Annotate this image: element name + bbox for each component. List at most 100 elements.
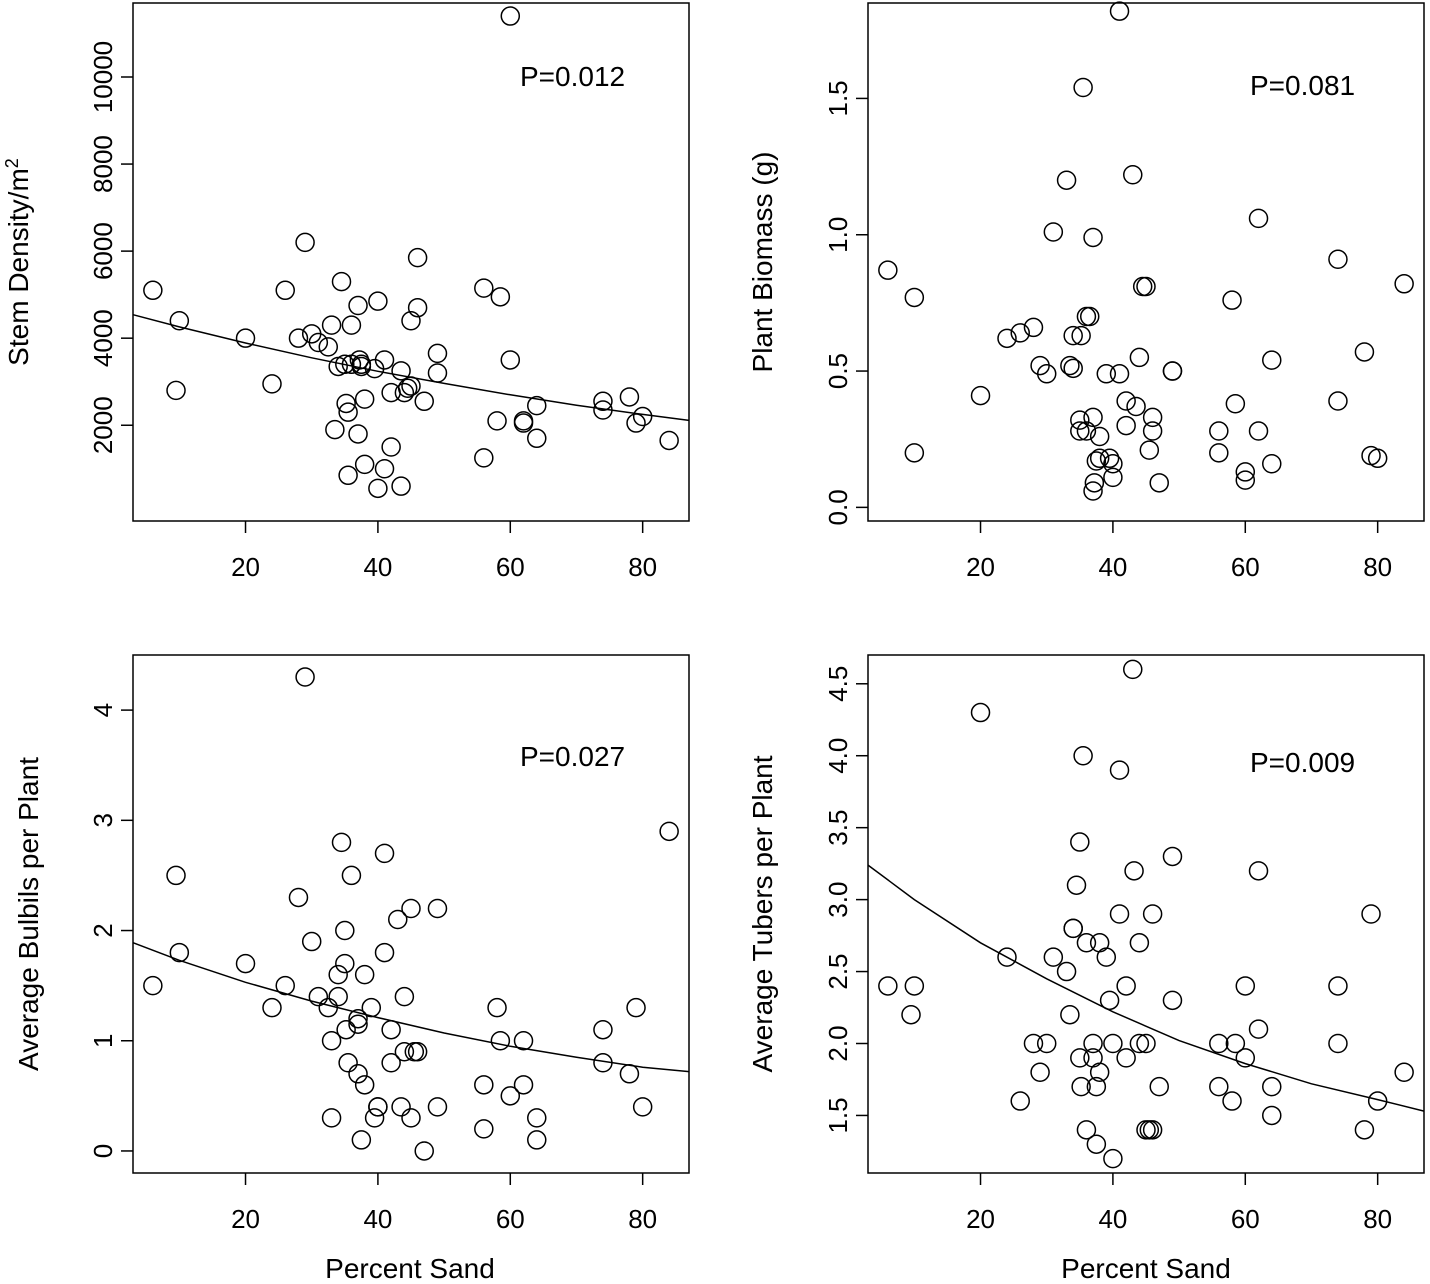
data-point bbox=[1070, 421, 1090, 441]
data-point bbox=[1129, 347, 1150, 368]
panel-stem-density: 20 40 60 80 2000 4000 6000 8000 10000 P=0.012 S… bbox=[2, 2, 690, 582]
x-ticks: 20 40 60 80 bbox=[231, 1173, 657, 1234]
data-point bbox=[1354, 1120, 1375, 1140]
data-point bbox=[1060, 1004, 1080, 1025]
data-point bbox=[632, 1097, 653, 1117]
data-point bbox=[1248, 861, 1269, 881]
data-point bbox=[391, 476, 411, 496]
x-tick-label: 60 bbox=[1231, 552, 1260, 582]
data-point bbox=[1328, 976, 1348, 996]
data-point bbox=[1103, 467, 1123, 488]
data-point bbox=[1262, 1105, 1282, 1126]
y-ticks: 1.5 2.0 2.5 3.0 3.5 4.0 4.5 bbox=[823, 666, 868, 1134]
data-point bbox=[331, 832, 352, 853]
y-ticks: 0.0 0.5 1.0 1.5 bbox=[823, 80, 868, 525]
data-point bbox=[391, 1097, 411, 1117]
data-point bbox=[341, 315, 362, 335]
data-point bbox=[1328, 391, 1348, 411]
data-point bbox=[143, 975, 163, 996]
data-point bbox=[1116, 1048, 1136, 1068]
points bbox=[878, 659, 1414, 1169]
data-point bbox=[1086, 1076, 1107, 1097]
points bbox=[878, 1, 1414, 501]
data-point bbox=[901, 1004, 921, 1025]
data-point bbox=[1010, 1091, 1030, 1111]
data-point bbox=[394, 382, 415, 403]
data-point bbox=[348, 1008, 368, 1029]
data-point bbox=[381, 437, 401, 457]
x-tick-label: 80 bbox=[1363, 552, 1392, 582]
data-point bbox=[487, 411, 507, 431]
data-point bbox=[1096, 364, 1117, 384]
data-point bbox=[288, 887, 309, 908]
data-point bbox=[275, 975, 295, 996]
data-point bbox=[374, 350, 395, 370]
data-point bbox=[1056, 961, 1077, 982]
data-point bbox=[500, 6, 521, 26]
data-point bbox=[1023, 1033, 1044, 1054]
p-value-label: P=0.027 bbox=[520, 741, 625, 772]
panel-bulbils: 20 40 60 80 0 1 2 3 4 P=0.027 Average Bulbils p… bbox=[13, 654, 690, 1284]
data-point bbox=[1076, 421, 1097, 441]
data-point bbox=[626, 997, 646, 1018]
data-point bbox=[351, 1130, 372, 1150]
panel-tubers: 20 40 60 80 1.5 2.0 2.5 3.0 3.5 4.0 4.5 P=0.009 A… bbox=[747, 654, 1425, 1284]
x-tick-label: 60 bbox=[496, 1204, 525, 1234]
data-point bbox=[1209, 421, 1229, 441]
data-point bbox=[1043, 222, 1064, 242]
data-point bbox=[1162, 361, 1183, 381]
data-point bbox=[381, 1053, 401, 1073]
data-point bbox=[1225, 1033, 1246, 1054]
data-point bbox=[527, 395, 547, 416]
data-point bbox=[354, 1075, 375, 1095]
x-tick-label: 40 bbox=[363, 1204, 392, 1234]
data-point bbox=[1116, 391, 1136, 411]
x-axis-label: Percent Sand bbox=[1061, 1253, 1231, 1284]
data-point bbox=[1036, 1033, 1057, 1054]
data-point bbox=[318, 997, 339, 1018]
data-point bbox=[1086, 451, 1107, 471]
data-point bbox=[1262, 453, 1282, 474]
data-point bbox=[262, 374, 282, 394]
data-point bbox=[341, 865, 362, 886]
y-tick-label: 3.5 bbox=[823, 810, 853, 846]
data-point bbox=[427, 898, 448, 919]
data-point bbox=[407, 1042, 428, 1062]
data-point bbox=[1056, 170, 1077, 190]
data-point bbox=[527, 1130, 547, 1150]
data-point bbox=[1248, 1019, 1269, 1039]
data-point bbox=[295, 232, 315, 253]
data-point bbox=[318, 337, 339, 357]
y-tick-label: 4.0 bbox=[823, 738, 853, 774]
data-point bbox=[394, 1042, 415, 1062]
x-ticks: 20 40 60 80 bbox=[231, 521, 657, 582]
data-point bbox=[500, 1086, 521, 1106]
data-point bbox=[1103, 1033, 1123, 1054]
panel-plant-biomass: 20 40 60 80 0.0 0.5 1.0 1.5 P=0.081 Plant Biom… bbox=[747, 1, 1425, 582]
data-point bbox=[970, 385, 991, 406]
data-point bbox=[619, 1064, 640, 1084]
y-axis-label: Plant Biomass (g) bbox=[747, 152, 778, 373]
data-point bbox=[335, 354, 355, 375]
data-point bbox=[1136, 276, 1156, 297]
data-point bbox=[1103, 453, 1123, 474]
data-point bbox=[1083, 1048, 1103, 1068]
data-point bbox=[1124, 861, 1144, 881]
data-point bbox=[166, 865, 186, 886]
data-point bbox=[1248, 208, 1269, 229]
data-point bbox=[166, 380, 186, 401]
data-point bbox=[348, 1014, 368, 1034]
data-point bbox=[1070, 1048, 1090, 1068]
data-point bbox=[169, 942, 190, 963]
x-tick-label: 80 bbox=[628, 1204, 657, 1234]
data-point bbox=[513, 1030, 534, 1051]
data-point bbox=[1076, 933, 1097, 953]
data-point bbox=[1136, 1033, 1156, 1054]
data-point bbox=[513, 413, 534, 433]
data-point bbox=[1129, 1033, 1150, 1054]
data-point bbox=[1071, 325, 1091, 346]
y-axis-label: Average Tubers per Plant bbox=[747, 755, 778, 1072]
data-point bbox=[308, 332, 329, 353]
data-point bbox=[1394, 1062, 1414, 1083]
x-tick-label: 40 bbox=[1098, 552, 1127, 582]
